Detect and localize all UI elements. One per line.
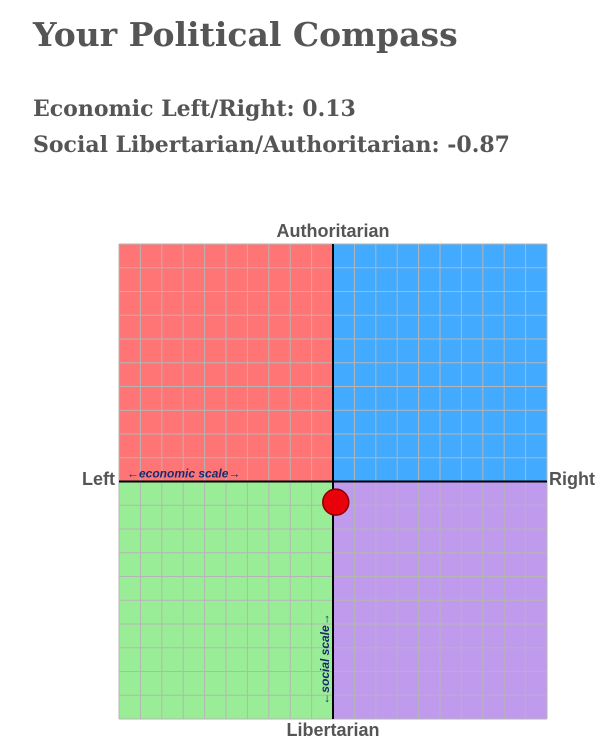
plot: ←economic scale→ ←social scale→ [118,243,548,720]
axis-label-right: Right [549,469,595,489]
social-scale-label: ←social scale→ [318,613,332,704]
axis-label-left: Left [82,469,115,489]
social-score: Social Libertarian/Authoritarian: -0.87 [33,132,510,158]
axis-label-top: Authoritarian [276,221,389,241]
economic-scale-label: ←economic scale→ [127,467,240,481]
economic-score: Economic Left/Right: 0.13 [33,96,356,122]
title: Your Political Compass [32,15,458,54]
position-marker [322,488,350,516]
axis-label-bottom: Libertarian [286,720,379,740]
